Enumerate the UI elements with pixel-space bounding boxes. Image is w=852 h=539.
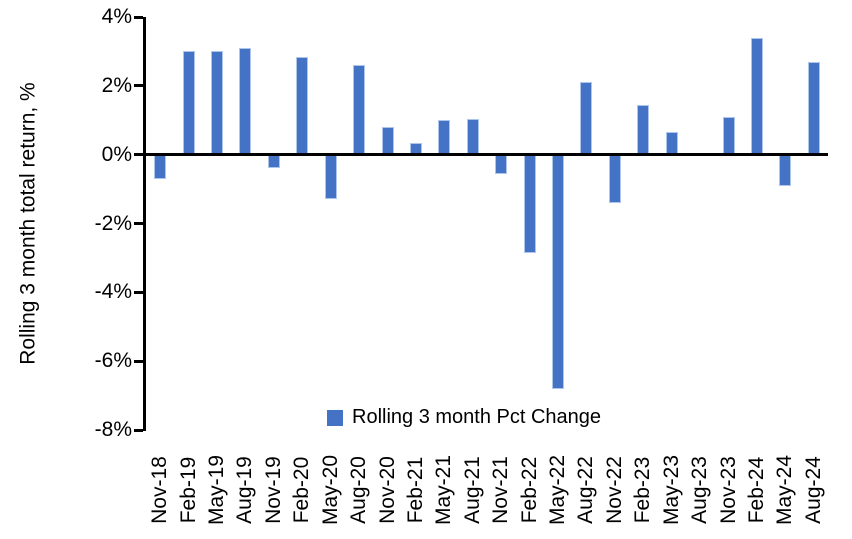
y-axis-line bbox=[143, 17, 146, 431]
x-tick-label: May-21 bbox=[432, 454, 456, 526]
y-tick-mark bbox=[134, 84, 143, 88]
x-tick-label: Aug-24 bbox=[801, 456, 825, 524]
y-tick-label: -4% bbox=[94, 280, 132, 304]
x-tick-label: Aug-19 bbox=[233, 456, 257, 524]
legend-swatch-icon bbox=[327, 409, 343, 426]
bar-May-21 bbox=[438, 120, 451, 155]
bar-Aug-24 bbox=[807, 61, 820, 155]
x-tick-label: Aug-22 bbox=[574, 456, 598, 524]
bar-Nov-23 bbox=[722, 116, 735, 155]
x-tick-label: Nov-21 bbox=[489, 456, 513, 524]
chart-legend: Rolling 3 month Pct Change bbox=[327, 406, 601, 429]
bar-Feb-23 bbox=[637, 104, 650, 155]
x-tick-label: Nov-20 bbox=[375, 456, 399, 524]
bar-Nov-19 bbox=[267, 154, 280, 169]
x-tick-label: May-20 bbox=[318, 454, 342, 526]
x-tick-label: May-22 bbox=[546, 454, 570, 526]
x-tick-label: Aug-20 bbox=[347, 456, 371, 524]
bar-May-20 bbox=[324, 154, 337, 200]
x-tick-label: Nov-23 bbox=[716, 456, 740, 524]
bar-Nov-20 bbox=[381, 127, 394, 155]
y-axis-title: Rolling 3 month total return, % bbox=[16, 82, 40, 365]
x-tick-label: May-23 bbox=[659, 454, 683, 526]
x-tick-label: Feb-24 bbox=[744, 456, 768, 524]
x-tick-label: Feb-23 bbox=[631, 456, 655, 524]
bar-Feb-24 bbox=[750, 37, 763, 155]
bar-May-22 bbox=[552, 154, 565, 389]
legend-label: Rolling 3 month Pct Change bbox=[352, 406, 602, 428]
y-tick-mark bbox=[134, 428, 143, 432]
bar-May-23 bbox=[665, 132, 678, 155]
x-tick-label: Nov-19 bbox=[261, 456, 285, 524]
y-tick-label: 0% bbox=[101, 142, 132, 166]
x-tick-label: Feb-19 bbox=[176, 456, 200, 524]
x-tick-label: Feb-21 bbox=[403, 456, 427, 524]
x-tick-label: Nov-18 bbox=[148, 456, 172, 524]
y-tick-mark bbox=[134, 153, 143, 157]
bar-May-24 bbox=[779, 154, 792, 186]
x-tick-label: Feb-22 bbox=[517, 456, 541, 524]
y-tick-label: -8% bbox=[94, 418, 132, 441]
x-tick-label: May-24 bbox=[773, 454, 797, 526]
y-tick-mark bbox=[134, 290, 143, 294]
y-tick-label: -2% bbox=[94, 211, 132, 235]
bar-Aug-19 bbox=[239, 47, 252, 155]
bar-Aug-21 bbox=[466, 118, 479, 155]
y-tick-label: -6% bbox=[94, 349, 132, 373]
bar-May-19 bbox=[211, 51, 224, 155]
bar-Feb-19 bbox=[182, 51, 195, 155]
bar-Nov-21 bbox=[495, 154, 508, 174]
bar-Feb-22 bbox=[523, 154, 536, 253]
y-tick-mark bbox=[134, 15, 143, 19]
bar-Aug-22 bbox=[580, 82, 593, 155]
bar-Feb-20 bbox=[296, 56, 309, 155]
x-tick-label: Aug-23 bbox=[688, 456, 712, 524]
bar-Aug-20 bbox=[353, 65, 366, 155]
zero-line bbox=[146, 153, 828, 157]
x-tick-label: Nov-22 bbox=[602, 456, 626, 524]
y-tick-mark bbox=[134, 222, 143, 225]
x-tick-label: Feb-20 bbox=[290, 456, 314, 524]
x-tick-label: May-19 bbox=[205, 454, 229, 526]
x-tick-label: Aug-21 bbox=[460, 456, 484, 524]
y-tick-mark bbox=[134, 359, 143, 363]
bar-Nov-22 bbox=[608, 154, 621, 203]
bar-Nov-18 bbox=[154, 154, 167, 179]
y-tick-label: 2% bbox=[101, 73, 132, 97]
y-tick-label: 4% bbox=[101, 5, 132, 28]
